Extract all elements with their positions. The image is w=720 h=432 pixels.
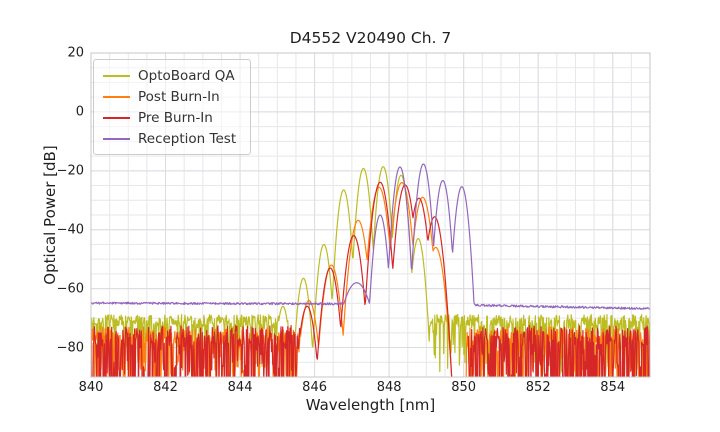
x-tick-label: 840 [78, 380, 104, 395]
x-axis-label: Wavelength [nm] [305, 396, 436, 414]
x-tick-label: 854 [600, 380, 626, 395]
chart-title: D4552 V20490 Ch. 7 [289, 29, 452, 47]
y-tick-label: −40 [56, 222, 84, 238]
legend: OptoBoard QA Post Burn-In Pre Burn-In Re… [93, 59, 252, 155]
y-tick-label: −60 [56, 281, 84, 297]
legend-item-label: Reception Test [138, 130, 237, 147]
legend-line-swatch [103, 137, 130, 140]
legend-item: Pre Burn-In [103, 107, 236, 128]
legend-line-swatch [103, 116, 130, 119]
y-tick-label: 0 [75, 104, 84, 120]
legend-line-swatch [103, 74, 130, 77]
legend-item-label: OptoBoard QA [138, 67, 235, 84]
legend-item-label: Post Burn-In [138, 88, 220, 105]
y-tick-label: −20 [56, 163, 84, 179]
x-tick-label: 848 [376, 380, 402, 395]
legend-item: Post Burn-In [103, 86, 236, 107]
y-tick-label: 20 [67, 45, 84, 61]
x-tick-label: 852 [525, 380, 551, 395]
x-tick-label: 842 [153, 380, 178, 395]
x-tick-label: 846 [302, 380, 328, 395]
x-tick-label: 850 [451, 380, 477, 395]
legend-line-swatch [103, 95, 130, 98]
legend-item: OptoBoard QA [103, 65, 236, 86]
legend-item-label: Pre Burn-In [138, 109, 213, 126]
legend-item: Reception Test [103, 128, 236, 149]
x-tick-label: 844 [227, 380, 253, 395]
y-tick-label: −80 [56, 340, 84, 356]
